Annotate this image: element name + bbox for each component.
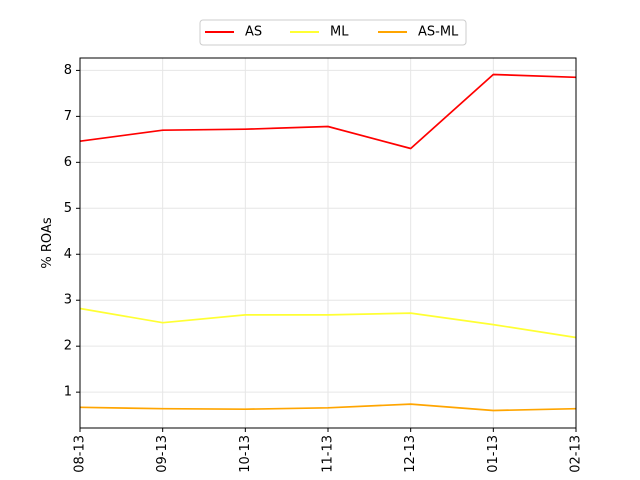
y-tick-label: 7 (64, 109, 72, 124)
y-tick-label: 3 (64, 293, 72, 308)
legend-label-ml: ML (330, 25, 349, 40)
y-tick-label: 5 (64, 201, 72, 216)
legend-label-as-ml: AS-ML (418, 25, 459, 40)
y-tick-label: 2 (64, 339, 72, 354)
grid-lines (79, 58, 577, 428)
series-line-as (79, 73, 577, 150)
legend-label-as: AS (245, 25, 262, 40)
y-tick-label: 8 (64, 63, 72, 78)
series-line-as-ml (79, 403, 577, 412)
series-line-ml (79, 307, 577, 339)
y-tick-label: 4 (64, 247, 72, 262)
y-axis-label: % ROAs (40, 217, 55, 268)
axis-ticks: 08-13 09-13 10-13 11-13 12-13 01-13 02-13 1 2 3 4 5… (64, 63, 584, 473)
x-tick-label: 11-13 (321, 435, 336, 473)
x-tick-label: 09-13 (155, 435, 170, 473)
x-tick-label: 02-13 (569, 435, 584, 473)
x-tick-label: 01-13 (486, 435, 501, 473)
legend-box (199, 19, 467, 46)
y-tick-label: 6 (64, 155, 72, 170)
y-tick-label: 1 (64, 385, 72, 400)
legend: AS ML AS-ML (199, 19, 467, 46)
x-tick-label: 08-13 (73, 435, 88, 473)
x-tick-label: 10-13 (238, 435, 253, 473)
series-lines (79, 73, 577, 412)
x-tick-label: 12-13 (403, 435, 418, 473)
